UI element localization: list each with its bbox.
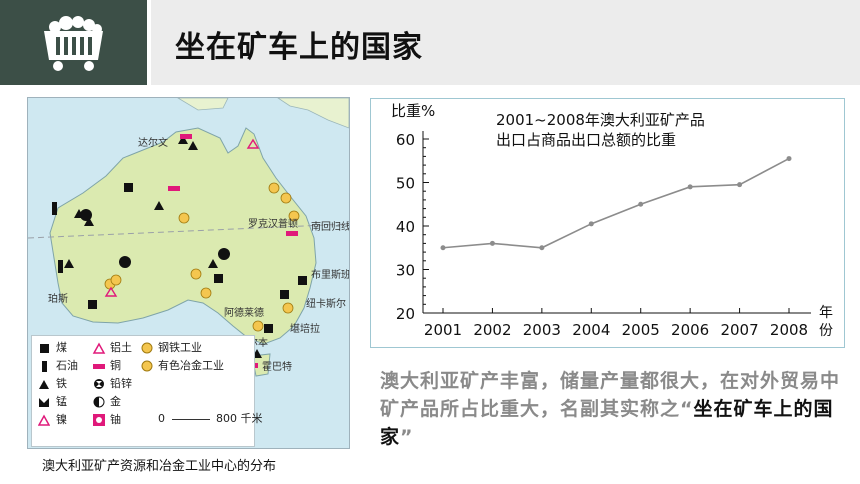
lead-zinc-icon (92, 378, 106, 390)
place-rockhampton: 罗克汉普顿 (248, 219, 298, 230)
legend-copper: 铜 (92, 358, 121, 374)
data-point (588, 221, 594, 227)
x-tick-label: 2001 (424, 321, 462, 339)
export-share-chart: 2001~2008年澳大利亚矿产品 出口占商品出口总额的比重 比重% 年 份 2… (391, 102, 833, 339)
place-darwin: 达尔文 (138, 138, 168, 149)
y-tick-label: 60 (396, 131, 415, 149)
data-point (687, 184, 693, 190)
map-scale: 0 800 千米 (158, 412, 263, 425)
legend-nonferrous: 有色冶金工业 (140, 358, 224, 374)
y-axis-label: 比重% (391, 102, 435, 120)
nonferrous-industry-icon (140, 360, 154, 372)
australia-map-shape (28, 98, 349, 377)
legend-iron: 铁 (38, 376, 67, 392)
x-tick-label: 2004 (572, 321, 610, 339)
header-icon-box (0, 0, 147, 85)
x-tick-label: 2003 (523, 321, 561, 339)
data-point (638, 201, 644, 207)
data-point (737, 182, 743, 188)
coal-icon (38, 342, 52, 354)
x-tick-label: 2002 (473, 321, 511, 339)
nickel-icon (37, 414, 52, 426)
bauxite-icon (92, 342, 106, 354)
description-text: 澳大利亚矿产丰富，储量产量都很大，在对外贸易中矿产品所占比重大，名副其实称之“坐… (380, 370, 841, 448)
x-tick-label: 2007 (720, 321, 758, 339)
x-axis-label-2: 份 (819, 323, 833, 339)
legend-coal: 煤 (38, 340, 67, 356)
y-tick-label: 30 (396, 262, 415, 280)
data-point (539, 245, 545, 251)
legend-manganese: 锰 (38, 394, 67, 410)
x-axis-label-1: 年 (819, 305, 833, 321)
legend-uranium: 铀 (92, 412, 121, 428)
data-point (489, 240, 495, 246)
iron-icon (38, 378, 52, 390)
chart-frame: 2001~2008年澳大利亚矿产品 出口占商品出口总额的比重 比重% 年 份 2… (370, 98, 845, 348)
x-tick-label: 2005 (622, 321, 660, 339)
header-bar (151, 0, 860, 85)
place-brisbane: 布里斯班 (311, 270, 350, 281)
chart-title-line2: 出口占商品出口总额的比重 (496, 131, 676, 149)
x-tick-label: 2006 (671, 321, 709, 339)
manganese-icon (38, 396, 52, 408)
data-point (786, 156, 792, 162)
chart-title-line1: 2001~2008年澳大利亚矿产品 (496, 111, 705, 129)
uranium-icon (92, 414, 106, 426)
place-adelaide: 阿德莱德 (224, 308, 264, 319)
map-legend: 煤 铝土 钢铁工业 石油 铜 有色冶金工业 铁 铅锌 锰 金 镍 铀 (31, 335, 255, 447)
y-tick-label: 50 (396, 175, 415, 193)
gold-icon (92, 396, 106, 408)
legend-steel: 钢铁工业 (140, 340, 202, 356)
x-tick-label: 2008 (770, 321, 808, 339)
legend-nickel: 镍 (37, 412, 67, 428)
place-perth: 珀斯 (48, 294, 68, 305)
y-tick-label: 40 (396, 218, 415, 236)
legend-oil: 石油 (38, 358, 78, 374)
legend-gold: 金 (92, 394, 121, 410)
series-line (442, 157, 790, 249)
legend-lead-zinc: 铅锌 (92, 376, 132, 392)
place-tropic: 南回归线 (311, 222, 350, 233)
map-caption: 澳大利亚矿产资源和冶金工业中心的分布 (42, 459, 277, 474)
page-title: 坐在矿车上的国家 (175, 30, 423, 65)
oil-icon (38, 360, 52, 372)
y-tick-label: 20 (396, 305, 415, 323)
mine-cart-icon (44, 16, 103, 71)
place-canberra: 堪培拉 (290, 324, 320, 335)
australia-resource-map: 达尔文 罗克汉普顿 南回归线 布里斯班 珀斯 阿德莱德 纽卡斯尔 堪培拉 墨尔本… (27, 97, 350, 449)
steel-industry-icon (140, 342, 154, 354)
copper-icon (92, 360, 106, 372)
legend-bauxite: 铝土 (92, 340, 132, 356)
place-hobart: 霍巴特 (262, 362, 292, 373)
place-newcastle: 纽卡斯尔 (306, 299, 346, 310)
description-highlight: 坐在矿车上的国家 (380, 398, 834, 448)
data-point (440, 245, 446, 251)
